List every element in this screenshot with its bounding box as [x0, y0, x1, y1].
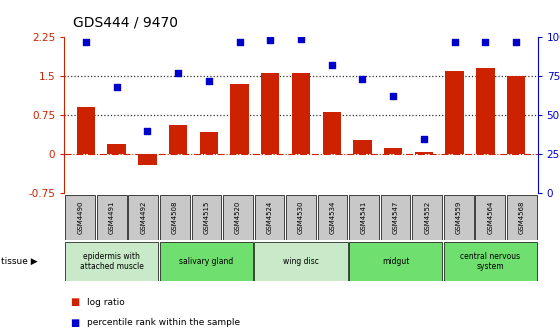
- Text: ■: ■: [70, 318, 80, 328]
- Text: GSM4541: GSM4541: [361, 201, 367, 234]
- Bar: [160, 242, 253, 281]
- Bar: [476, 68, 494, 154]
- Point: [512, 39, 521, 44]
- Bar: [507, 76, 525, 154]
- Bar: [384, 148, 403, 154]
- Point: [235, 39, 244, 44]
- Point: [419, 136, 428, 141]
- Text: ■: ■: [70, 297, 80, 307]
- Bar: [169, 126, 187, 154]
- Text: GSM4552: GSM4552: [424, 201, 430, 234]
- Bar: [507, 195, 536, 240]
- Bar: [445, 71, 464, 154]
- Text: GSM4490: GSM4490: [77, 201, 83, 234]
- Text: wing disc: wing disc: [283, 257, 319, 266]
- Bar: [349, 242, 442, 281]
- Bar: [381, 195, 410, 240]
- Point: [143, 128, 152, 133]
- Bar: [349, 195, 379, 240]
- Bar: [254, 242, 348, 281]
- Bar: [323, 113, 341, 154]
- Bar: [415, 152, 433, 154]
- Text: GSM4520: GSM4520: [235, 201, 241, 234]
- Bar: [230, 84, 249, 154]
- Point: [358, 77, 367, 82]
- Point: [112, 84, 121, 90]
- Bar: [353, 139, 372, 154]
- Bar: [65, 242, 158, 281]
- Bar: [444, 195, 474, 240]
- Bar: [199, 132, 218, 154]
- Text: log ratio: log ratio: [87, 298, 124, 307]
- Text: central nervous
system: central nervous system: [460, 252, 520, 271]
- Point: [389, 94, 398, 99]
- Bar: [255, 195, 284, 240]
- Text: GSM4534: GSM4534: [329, 201, 335, 234]
- Text: GSM4568: GSM4568: [519, 201, 525, 234]
- Text: midgut: midgut: [382, 257, 409, 266]
- Text: GSM4515: GSM4515: [203, 201, 209, 234]
- Point: [450, 39, 459, 44]
- Bar: [66, 195, 95, 240]
- Bar: [108, 144, 126, 154]
- Text: GSM4491: GSM4491: [109, 201, 115, 234]
- Point: [266, 37, 275, 43]
- Bar: [261, 74, 279, 154]
- Text: GDS444 / 9470: GDS444 / 9470: [73, 15, 178, 29]
- Text: GSM4508: GSM4508: [172, 201, 178, 234]
- Point: [327, 62, 336, 68]
- Text: epidermis with
attached muscle: epidermis with attached muscle: [80, 252, 144, 271]
- Bar: [318, 195, 347, 240]
- Bar: [286, 195, 316, 240]
- Point: [204, 78, 213, 83]
- Text: salivary gland: salivary gland: [179, 257, 234, 266]
- Text: GSM4524: GSM4524: [267, 201, 273, 234]
- Bar: [192, 195, 221, 240]
- Text: percentile rank within the sample: percentile rank within the sample: [87, 318, 240, 327]
- Text: GSM4559: GSM4559: [456, 201, 462, 234]
- Bar: [223, 195, 253, 240]
- Text: GSM4547: GSM4547: [393, 201, 399, 234]
- Text: GSM4492: GSM4492: [140, 201, 146, 234]
- Point: [481, 39, 490, 44]
- Bar: [138, 154, 157, 165]
- Point: [297, 36, 306, 41]
- Bar: [77, 107, 95, 154]
- Bar: [128, 195, 158, 240]
- Text: GSM4564: GSM4564: [487, 201, 493, 234]
- Point: [81, 39, 90, 44]
- Text: GSM4530: GSM4530: [298, 201, 304, 234]
- Bar: [97, 195, 127, 240]
- Bar: [444, 242, 537, 281]
- Bar: [475, 195, 505, 240]
- Bar: [412, 195, 442, 240]
- Point: [174, 70, 183, 76]
- Bar: [160, 195, 190, 240]
- Text: tissue ▶: tissue ▶: [1, 257, 38, 266]
- Bar: [292, 74, 310, 154]
